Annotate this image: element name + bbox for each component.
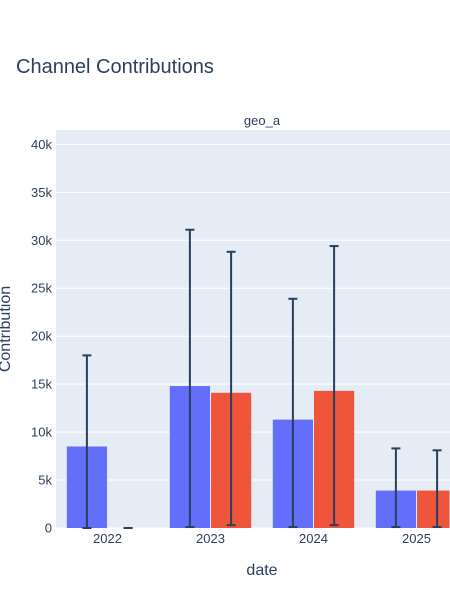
facet-label: geo_a: [244, 113, 281, 128]
chart-title: Channel Contributions: [16, 56, 214, 78]
y-tick-label: 30k: [31, 233, 52, 248]
y-tick-label: 10k: [31, 425, 52, 440]
bar: [417, 490, 450, 528]
y-tick-label: 0: [45, 521, 52, 536]
plot-area: [56, 130, 450, 528]
y-tick-labels: 0 5k 10k 15k 20k 25k 30k 35k 40k: [31, 137, 52, 536]
y-tick-label: 25k: [31, 281, 52, 296]
x-tick-labels: 2022 2023 2024 2025: [93, 531, 431, 546]
x-tick-label: 2024: [299, 531, 328, 546]
y-tick-label: 5k: [38, 473, 52, 488]
x-tick-label: 2025: [402, 531, 431, 546]
x-tick-label: 2023: [196, 531, 225, 546]
y-axis-title: Contribution: [0, 286, 14, 372]
y-tick-label: 20k: [31, 329, 52, 344]
y-tick-label: 40k: [31, 137, 52, 152]
y-tick-label: 35k: [31, 185, 52, 200]
x-tick-label: 2022: [93, 531, 122, 546]
error-bars: [82, 228, 442, 529]
y-tick-label: 15k: [31, 377, 52, 392]
grid-lines: [56, 143, 450, 529]
x-axis-title: date: [246, 562, 277, 579]
